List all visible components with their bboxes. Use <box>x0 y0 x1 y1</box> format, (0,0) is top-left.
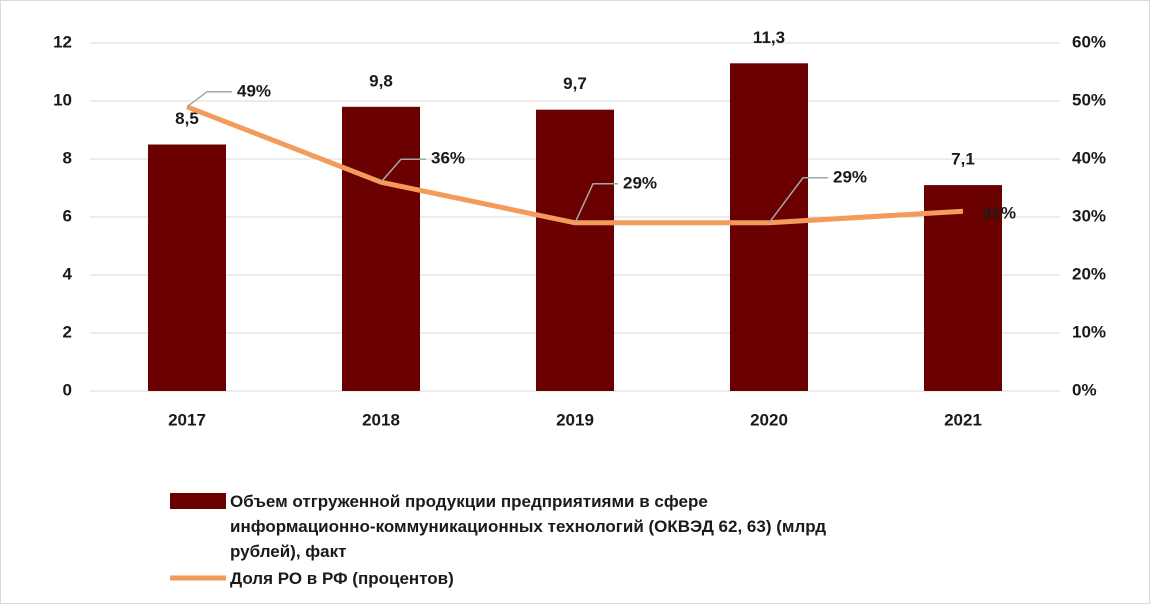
y2-tick-label: 50% <box>1072 90 1106 109</box>
bar <box>730 63 808 392</box>
bar-value-label: 7,1 <box>951 150 975 169</box>
leader-line <box>380 158 426 183</box>
bar <box>924 185 1002 391</box>
leader-line <box>768 177 828 224</box>
bar <box>536 109 614 391</box>
y-tick-label: 4 <box>63 264 73 283</box>
x-tick-label: 2021 <box>944 410 982 429</box>
y2-tick-label: 30% <box>1072 206 1106 225</box>
line-value-label: 36% <box>431 149 465 168</box>
line-value-label: 29% <box>623 173 657 192</box>
y2-tick-label: 40% <box>1072 148 1106 167</box>
y2-tick-label: 60% <box>1072 32 1106 51</box>
y-tick-label: 6 <box>63 206 72 225</box>
bar <box>342 106 420 392</box>
leader-line <box>574 183 618 224</box>
x-tick-label: 2018 <box>362 410 400 429</box>
line-value-label: 31% <box>982 204 1016 223</box>
bar <box>148 144 226 391</box>
bar-value-label: 9,7 <box>563 74 587 93</box>
y-tick-label: 2 <box>63 322 72 341</box>
y2-tick-label: 20% <box>1072 264 1106 283</box>
x-tick-label: 2017 <box>168 410 206 429</box>
y2-tick-label: 0% <box>1072 380 1097 399</box>
legend-label: Доля РО в РФ (процентов) <box>230 569 454 588</box>
line-value-label: 29% <box>833 167 867 186</box>
legend-swatch <box>170 493 226 509</box>
legend-label: Объем отгруженной продукции предприятиям… <box>230 492 826 561</box>
bar-value-label: 8,5 <box>175 109 199 128</box>
x-tick-label: 2020 <box>750 410 788 429</box>
y2-tick-label: 10% <box>1072 322 1106 341</box>
bar-value-label: 9,8 <box>369 71 393 90</box>
bar-value-label: 11,3 <box>753 28 785 47</box>
y-tick-label: 12 <box>53 32 72 51</box>
y-tick-label: 8 <box>63 148 72 167</box>
x-tick-label: 2019 <box>556 410 594 429</box>
leader-line <box>186 91 232 108</box>
line-value-label: 49% <box>237 81 271 100</box>
y-tick-label: 0 <box>63 380 72 399</box>
y-tick-label: 10 <box>53 90 72 109</box>
